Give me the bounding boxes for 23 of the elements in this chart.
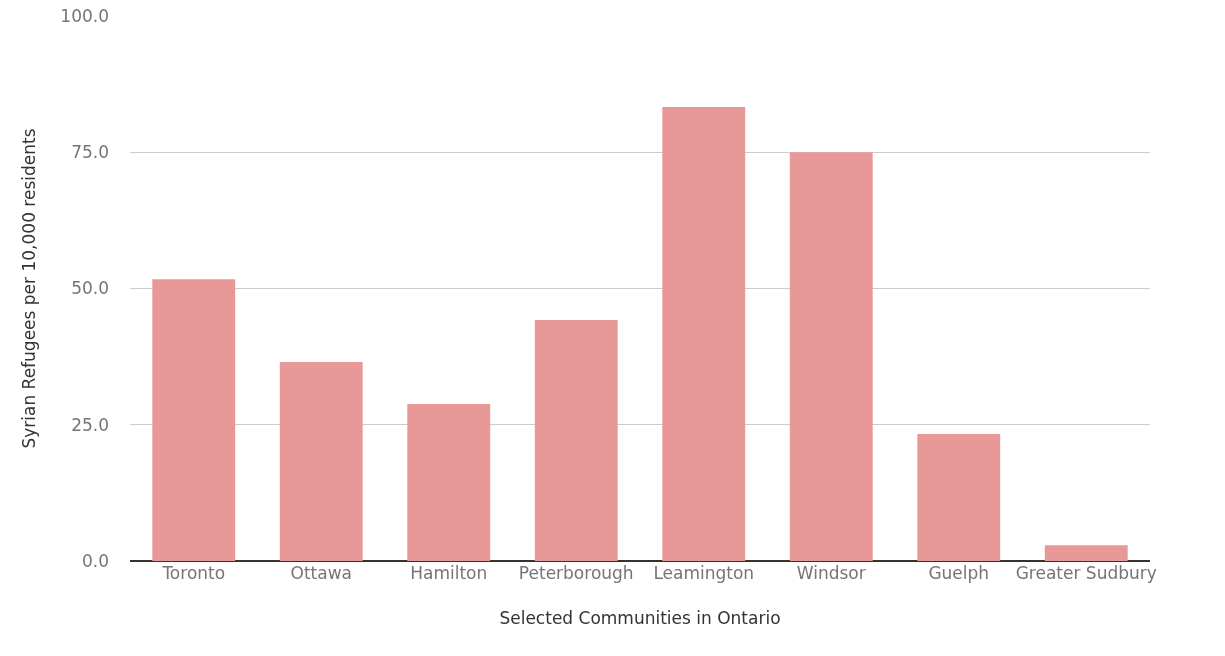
x-tick-label: Peterborough	[518, 563, 634, 583]
bar	[917, 434, 1001, 561]
y-tick-label: 75.0	[71, 142, 109, 163]
y-tick-label: 100.0	[60, 5, 109, 26]
x-tick-label: Ottawa	[290, 563, 352, 583]
y-tick-label: 25.0	[71, 414, 109, 435]
x-tick-label: Windsor	[796, 563, 866, 583]
bar	[662, 107, 746, 561]
y-tick-label: 0.0	[81, 550, 109, 571]
x-axis-title: Selected Communities in Ontario	[499, 608, 781, 629]
bar	[279, 362, 363, 561]
x-tick-label: Greater Sudbury	[1015, 563, 1157, 583]
x-tick-label: Toronto	[161, 563, 226, 583]
x-tick-label: Guelph	[928, 563, 990, 583]
bar	[789, 152, 873, 561]
bar	[152, 279, 236, 561]
y-axis-title: Syrian Refugees per 10,000 residents	[18, 128, 39, 449]
x-tick-label: Hamilton	[410, 563, 488, 583]
bar	[407, 404, 491, 561]
bar	[534, 320, 618, 561]
bar	[1044, 545, 1128, 561]
y-tick-label: 50.0	[71, 278, 109, 299]
x-tick-label: Leamington	[653, 563, 755, 583]
